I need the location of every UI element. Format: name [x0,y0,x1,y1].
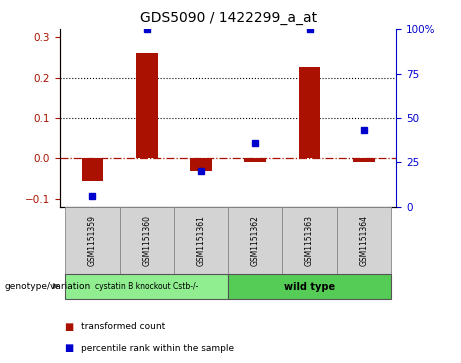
Text: ■: ■ [65,322,74,332]
Text: GSM1151363: GSM1151363 [305,215,314,266]
FancyBboxPatch shape [65,207,120,274]
Text: GSM1151361: GSM1151361 [196,215,206,266]
FancyBboxPatch shape [65,274,228,299]
FancyBboxPatch shape [283,207,337,274]
Bar [190,158,212,171]
Bar [244,158,266,162]
Bar [299,68,320,158]
Text: genotype/variation: genotype/variation [5,282,91,290]
Text: GSM1151362: GSM1151362 [251,215,260,266]
Bar [82,158,103,181]
Text: GSM1151364: GSM1151364 [360,215,368,266]
Title: GDS5090 / 1422299_a_at: GDS5090 / 1422299_a_at [140,11,317,25]
Text: ■: ■ [65,343,74,354]
Text: GSM1151359: GSM1151359 [88,215,97,266]
FancyBboxPatch shape [120,207,174,274]
FancyBboxPatch shape [228,274,391,299]
Text: cystatin B knockout Cstb-/-: cystatin B knockout Cstb-/- [95,282,199,291]
Text: percentile rank within the sample: percentile rank within the sample [81,344,234,353]
FancyBboxPatch shape [337,207,391,274]
Text: GSM1151360: GSM1151360 [142,215,151,266]
FancyBboxPatch shape [228,207,283,274]
Text: wild type: wild type [284,282,335,292]
Bar [136,53,158,158]
Bar [353,158,375,162]
FancyBboxPatch shape [174,207,228,274]
Text: transformed count: transformed count [81,322,165,331]
